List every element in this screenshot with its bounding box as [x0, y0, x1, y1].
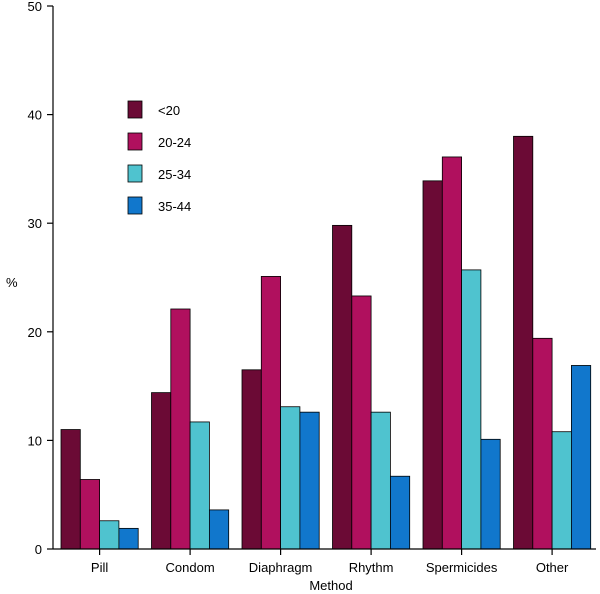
legend-label: 20-24	[158, 135, 191, 150]
legend-swatch	[127, 196, 143, 215]
bar	[60, 429, 81, 550]
bar	[151, 392, 172, 550]
x-axis-label: Method	[309, 578, 352, 593]
bar	[99, 520, 120, 550]
bar	[571, 365, 592, 550]
y-ticks: 0 10 20 30 40 50	[28, 0, 53, 557]
axes	[52, 6, 596, 550]
bar	[118, 527, 139, 550]
legend-label: 35-44	[158, 199, 191, 214]
bar	[551, 431, 572, 550]
bar	[280, 406, 301, 550]
bar	[532, 337, 553, 550]
bar	[480, 438, 501, 550]
x-tick-label: Condom	[166, 560, 215, 575]
legend-swatch	[127, 100, 143, 119]
bar	[461, 269, 482, 550]
y-tick-label: 20	[28, 325, 42, 340]
bar	[441, 156, 462, 550]
x-tick-label: Diaphragm	[249, 560, 313, 575]
bar	[351, 295, 372, 550]
x-tick-label: Pill	[91, 560, 108, 575]
y-tick-label: 50	[28, 0, 42, 14]
y-axis-label: %	[6, 275, 18, 290]
x-tick-label: Other	[536, 560, 569, 575]
bar	[299, 411, 320, 550]
x-ticks: Pill Condom Diaphragm Rhythm Spermicides Othe…	[91, 549, 569, 575]
bar	[241, 369, 262, 550]
bar	[332, 224, 353, 550]
y-tick-label: 40	[28, 108, 42, 123]
legend-swatch	[127, 132, 143, 151]
legend-label: 25-34	[158, 167, 191, 182]
bar	[389, 475, 411, 550]
legend-label: <20	[158, 103, 180, 118]
y-tick-label: 0	[35, 542, 42, 557]
y-tick-label: 10	[28, 433, 42, 448]
bar	[189, 421, 210, 550]
bar	[208, 509, 230, 550]
bar	[422, 180, 443, 550]
x-tick-label: Spermicides	[426, 560, 498, 575]
bar	[370, 411, 391, 550]
legend: <20 20-24 25-34 35-44	[127, 100, 191, 215]
bar	[260, 276, 281, 550]
bar	[170, 308, 191, 550]
bar	[79, 479, 101, 550]
bars	[60, 135, 592, 550]
bar	[513, 135, 534, 550]
x-tick-label: Rhythm	[349, 560, 394, 575]
legend-swatch	[127, 164, 143, 183]
y-tick-label: 30	[28, 216, 42, 231]
